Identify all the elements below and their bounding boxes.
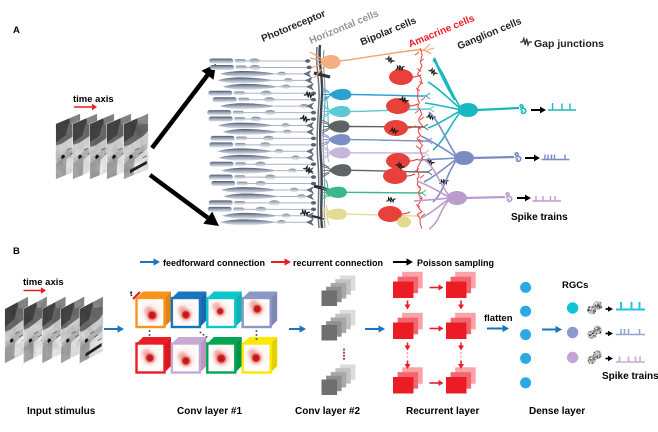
svg-text:flatten: flatten (484, 313, 513, 324)
svg-text:feedforward connection: feedforward connection (163, 258, 265, 268)
svg-text:Conv layer #1: Conv layer #1 (177, 406, 242, 417)
svg-text:RGCs: RGCs (562, 280, 588, 291)
svg-text:A: A (13, 25, 20, 36)
svg-text:time axis: time axis (23, 277, 64, 288)
svg-text:Recurrent layer: Recurrent layer (406, 406, 479, 417)
svg-text:Gap junctions: Gap junctions (534, 38, 604, 50)
svg-text:recurrent connection: recurrent connection (293, 258, 383, 268)
svg-text:Dense layer: Dense layer (529, 406, 585, 417)
svg-text:Conv layer #2: Conv layer #2 (295, 406, 360, 417)
svg-text:Input stimulus: Input stimulus (27, 406, 96, 417)
svg-text:t: t (130, 291, 133, 298)
svg-text:Spike trains: Spike trains (602, 371, 658, 382)
svg-text:Spike trains: Spike trains (511, 212, 568, 223)
svg-text:B: B (13, 246, 20, 257)
svg-text:time axis: time axis (73, 94, 114, 105)
svg-text:Poisson sampling: Poisson sampling (417, 258, 494, 268)
